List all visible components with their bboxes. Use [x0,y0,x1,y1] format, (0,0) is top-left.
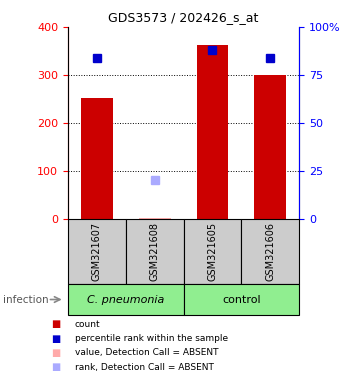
Bar [139,218,171,219]
Bar [241,219,299,284]
Bar [184,219,241,284]
Text: ■: ■ [51,319,60,329]
Text: GSM321608: GSM321608 [150,222,160,281]
Text: count: count [75,320,100,329]
Bar [184,284,299,315]
Text: control: control [222,295,261,305]
Bar [68,284,184,315]
Text: ■: ■ [51,334,60,344]
Text: value, Detection Call = ABSENT: value, Detection Call = ABSENT [75,348,218,358]
Text: ■: ■ [51,348,60,358]
Bar [197,45,228,219]
Text: infection: infection [3,295,49,305]
Bar [254,75,286,219]
Text: GSM321607: GSM321607 [92,222,102,281]
Text: C. pneumonia: C. pneumonia [87,295,165,305]
Bar [81,98,113,219]
Text: GSM321606: GSM321606 [265,222,275,281]
Title: GDS3573 / 202426_s_at: GDS3573 / 202426_s_at [108,11,259,24]
Text: percentile rank within the sample: percentile rank within the sample [75,334,228,343]
Text: GSM321605: GSM321605 [207,222,218,281]
Bar [126,219,184,284]
Text: ■: ■ [51,362,60,372]
Text: rank, Detection Call = ABSENT: rank, Detection Call = ABSENT [75,362,214,372]
Bar [68,219,126,284]
